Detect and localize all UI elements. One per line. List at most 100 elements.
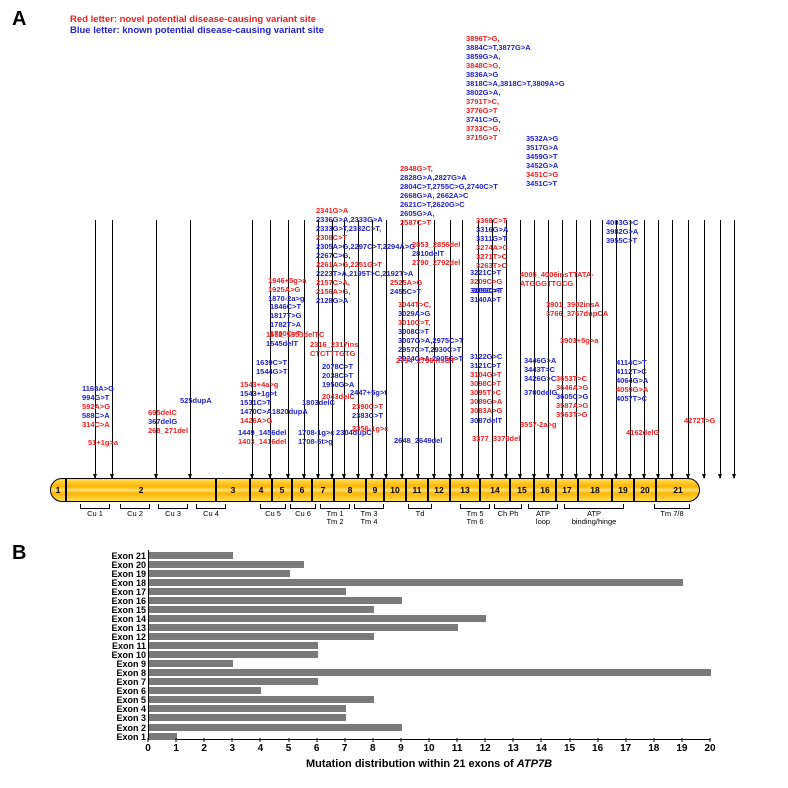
panel-b-label: B xyxy=(12,542,26,565)
mutation-cluster: 51+1g>a xyxy=(88,438,118,447)
x-tick: 13 xyxy=(508,743,519,754)
domain-braces: Cu 1 Cu 2 Cu 3 Cu 4 Cu 5 Cu 6 Tm 1Tm 2Tm 3Tm 4… xyxy=(50,504,772,532)
exon-segment: 11 xyxy=(406,478,428,502)
domain-label: Ch Ph xyxy=(494,504,522,518)
domain-label: Cu 2 xyxy=(120,504,150,518)
bar xyxy=(149,678,318,685)
exon-bar: 123456789101112131415161718192021 xyxy=(50,478,772,502)
mutation-cluster: 2356-1g>c xyxy=(352,424,389,433)
panel-a-label: A xyxy=(12,8,26,31)
domain-label: Cu 1 xyxy=(80,504,110,518)
legend-red: Red letter: novel potential disease-caus… xyxy=(70,14,324,25)
x-tick: 18 xyxy=(648,743,659,754)
mutation-cluster: 3087delT xyxy=(470,416,502,425)
y-axis-label: Exon 1 xyxy=(76,732,146,742)
mutation-cluster: 3446G>A3443T>C3426G>C xyxy=(524,356,556,383)
domain-label: Tm 5Tm 6 xyxy=(460,504,490,526)
x-tick: 9 xyxy=(398,743,404,754)
x-tick: 7 xyxy=(342,743,348,754)
mutation-cluster: 2794_2795insGT xyxy=(396,356,455,365)
mutation-cluster: 1708-1g>c1708-5t>g xyxy=(298,428,335,446)
x-tick: 5 xyxy=(286,743,292,754)
x-tick: 16 xyxy=(592,743,603,754)
x-tick: 15 xyxy=(564,743,575,754)
mutation-cluster: 2525A>G2455C>T xyxy=(390,278,422,296)
mutation-cluster: 1946+5g>a1925A>G1870-2a>g xyxy=(268,276,306,303)
bar xyxy=(149,714,346,721)
exon-segment: 2 xyxy=(66,478,216,502)
mutation-cluster: 3896T>G,3884C>T,3877G>A3859G>A,3848C>G,3… xyxy=(466,34,565,142)
bar xyxy=(149,696,374,703)
mutation-cluster: 2648_2649del xyxy=(394,436,442,445)
mutation-cluster: 3377_3378del xyxy=(472,434,520,443)
mutation-cluster: 2078C>T2038C>T1950G>A xyxy=(322,362,354,389)
bar xyxy=(149,570,290,577)
exon-segment: 21 xyxy=(656,478,700,502)
x-axis-label: Mutation distribution within 21 exons of… xyxy=(148,758,710,770)
mutation-cluster: 1543+4a>g1543+1g>t1531C>T1470C>A1820dupA… xyxy=(240,380,308,425)
exon-segment: 20 xyxy=(634,478,656,502)
mutation-cluster: 3532A>G3517G>A3459G>T3452G>A3451C>G3451C… xyxy=(526,134,558,188)
x-tick: 10 xyxy=(423,743,434,754)
domain-label: Cu 3 xyxy=(158,504,188,518)
domain-label: Tm 1Tm 2 xyxy=(320,504,350,526)
mutation-cluster: 1449_1456del1403_1416del xyxy=(238,428,286,446)
exon-segment: 18 xyxy=(578,478,612,502)
mutation-clusters: 1168A>G994G>T592A>G588C>A314C>A51+1g>a69… xyxy=(40,34,780,474)
exon-segment: 1 xyxy=(50,478,66,502)
mutation-cluster: 3221C>T3209C>G3155C>T3140A>T xyxy=(470,268,502,304)
domain-label: Cu 6 xyxy=(290,504,316,518)
x-tick: 4 xyxy=(258,743,264,754)
mutation-cluster: 3557-2a>g xyxy=(520,420,557,429)
exon-segment: 17 xyxy=(556,478,578,502)
bar xyxy=(149,705,346,712)
domain-label: Cu 4 xyxy=(196,504,226,518)
domain-label: ATPloop xyxy=(528,504,558,526)
mutation-cluster: 3700delG xyxy=(524,388,557,397)
bar xyxy=(149,615,486,622)
exon-segment: 15 xyxy=(510,478,534,502)
x-tick: 6 xyxy=(314,743,320,754)
exon-segment: 10 xyxy=(384,478,406,502)
mutation-cluster: 3044T>C,3029A>G3010C>T,3008C>T3007G>A,29… xyxy=(398,300,463,363)
mutation-cluster: 2447+5g>t xyxy=(350,388,387,397)
domain-label: Tm 3Tm 4 xyxy=(354,504,384,526)
bar xyxy=(149,606,374,613)
x-tick: 19 xyxy=(676,743,687,754)
bar xyxy=(149,597,402,604)
domain-label: Cu 5 xyxy=(260,504,286,518)
x-tick: 12 xyxy=(480,743,491,754)
bar xyxy=(149,552,233,559)
domain-label: Td xyxy=(408,504,432,518)
x-tick: 1 xyxy=(173,743,179,754)
bar xyxy=(149,561,304,568)
mutation-cluster: 1846C>T1817T>G1782T>A1760C>T xyxy=(270,302,301,338)
mutation-cluster: 3368C>T3316G>A3311G>T3274A>C3271T>C3263T… xyxy=(476,216,508,270)
exon-segment: 19 xyxy=(612,478,634,502)
mutation-cluster: 3653T>C3646A>G3605C>G3587A>G3563T>G xyxy=(556,374,588,419)
exon-segment: 3 xyxy=(216,478,250,502)
panel-b-chart: Mutation distribution within 21 exons of… xyxy=(70,550,720,770)
exon-segment: 16 xyxy=(534,478,556,502)
x-tick: 20 xyxy=(704,743,715,754)
chart-area xyxy=(148,550,710,740)
exon-segment: 8 xyxy=(334,478,366,502)
x-tick: 2 xyxy=(201,743,207,754)
mutation-cluster: 2316_2317insCTCTTTGTG xyxy=(310,340,358,358)
x-tick: 3 xyxy=(230,743,236,754)
bar xyxy=(149,642,318,649)
bar xyxy=(149,633,374,640)
bar xyxy=(149,588,346,595)
x-tick: 17 xyxy=(620,743,631,754)
mutation-cluster: 4272T>G xyxy=(684,416,715,425)
x-tick: 0 xyxy=(145,743,151,754)
x-tick: 8 xyxy=(370,743,376,754)
bar xyxy=(149,660,233,667)
exon-segment: 13 xyxy=(450,478,480,502)
exon-segment: 5 xyxy=(272,478,292,502)
mutation-cluster: 2853_2856del2810delT2790_2792del xyxy=(412,240,460,267)
mutation-cluster: 1168A>G994G>T592A>G588C>A314C>A xyxy=(82,384,114,429)
x-tick: 14 xyxy=(536,743,547,754)
mutation-cluster: 1639C>T1544G>T xyxy=(256,358,287,376)
mutation-cluster: 4114C>T4112T>C4064G>A4059G>A4057T>C xyxy=(616,358,648,403)
